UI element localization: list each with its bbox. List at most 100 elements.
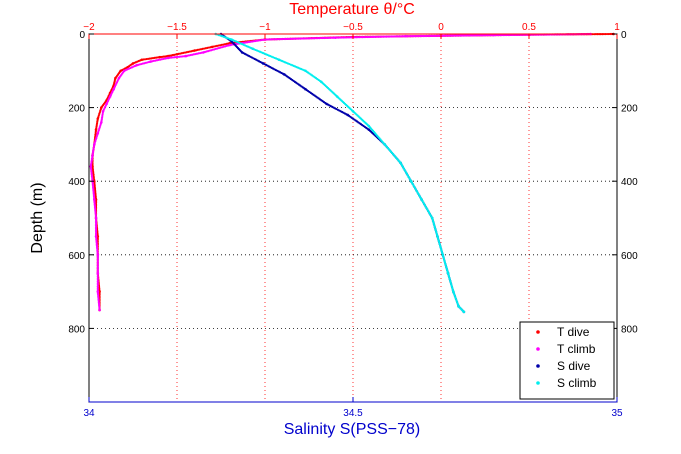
data-point bbox=[350, 36, 353, 39]
data-point bbox=[454, 34, 457, 37]
data-point bbox=[339, 36, 342, 39]
data-point bbox=[303, 37, 307, 40]
data-point bbox=[444, 34, 447, 37]
data-point bbox=[393, 35, 396, 38]
y-tick-label-left: 0 bbox=[79, 30, 85, 41]
y-tick-label-left: 400 bbox=[68, 177, 85, 188]
y-axis-title: Depth (m) bbox=[29, 182, 46, 253]
data-point bbox=[94, 224, 98, 227]
data-point bbox=[487, 34, 491, 37]
data-point bbox=[295, 37, 299, 40]
data-point bbox=[343, 36, 347, 39]
data-point bbox=[292, 37, 295, 40]
y-tick-label-right: 800 bbox=[621, 324, 638, 335]
data-point bbox=[484, 34, 487, 37]
data-point bbox=[283, 37, 286, 41]
data-point bbox=[417, 34, 420, 38]
data-point bbox=[459, 34, 462, 37]
data-point bbox=[94, 223, 98, 226]
data-point bbox=[404, 34, 408, 38]
data-point bbox=[460, 34, 463, 37]
data-point bbox=[170, 56, 173, 59]
data-point bbox=[347, 36, 350, 39]
data-point bbox=[183, 55, 186, 58]
data-point bbox=[407, 35, 411, 38]
data-point bbox=[436, 34, 439, 37]
legend-label: S climb bbox=[557, 376, 597, 390]
data-point bbox=[96, 271, 100, 275]
top-tick-label: 1 bbox=[614, 22, 620, 33]
data-point bbox=[473, 34, 476, 37]
data-point bbox=[447, 34, 451, 37]
legend-box bbox=[519, 321, 615, 400]
data-point bbox=[462, 310, 466, 314]
legend-marker bbox=[536, 347, 540, 351]
data-point bbox=[337, 36, 340, 39]
data-point bbox=[363, 35, 366, 39]
data-point bbox=[471, 34, 475, 37]
data-point bbox=[96, 277, 99, 280]
data-point bbox=[465, 34, 468, 37]
data-point bbox=[483, 34, 486, 37]
y-tick-label-left: 800 bbox=[68, 324, 85, 335]
y-tick-label-right: 200 bbox=[621, 104, 638, 115]
y-tick-label-left: 600 bbox=[68, 251, 85, 262]
data-point bbox=[279, 38, 283, 41]
data-point bbox=[403, 35, 406, 38]
data-point bbox=[425, 34, 428, 38]
data-point bbox=[96, 259, 99, 263]
data-point bbox=[468, 34, 471, 37]
data-point bbox=[334, 36, 337, 39]
bottom-tick-label: 34 bbox=[83, 408, 95, 419]
data-point bbox=[98, 292, 101, 295]
data-point bbox=[271, 38, 275, 41]
data-point bbox=[361, 36, 364, 39]
data-point bbox=[94, 131, 97, 135]
data-point bbox=[479, 34, 483, 37]
data-point bbox=[94, 230, 98, 233]
data-point bbox=[415, 34, 419, 38]
data-point bbox=[371, 35, 374, 39]
data-point bbox=[340, 36, 343, 39]
data-point bbox=[323, 36, 326, 40]
data-point bbox=[92, 175, 95, 178]
data-point bbox=[179, 55, 183, 58]
data-point bbox=[433, 34, 436, 37]
data-point bbox=[409, 35, 412, 38]
data-point bbox=[96, 283, 99, 287]
data-point bbox=[467, 34, 470, 37]
data-point bbox=[297, 37, 300, 40]
data-point bbox=[316, 37, 319, 40]
data-point bbox=[390, 35, 393, 38]
data-point bbox=[94, 229, 98, 232]
data-point bbox=[380, 35, 383, 38]
data-point bbox=[431, 34, 435, 37]
data-point bbox=[96, 285, 99, 288]
data-point bbox=[286, 37, 289, 41]
data-point bbox=[299, 37, 302, 40]
legend-label: T climb bbox=[557, 342, 596, 356]
data-point bbox=[302, 37, 305, 40]
y-tick-label-right: 600 bbox=[621, 251, 638, 262]
data-point bbox=[90, 171, 93, 175]
data-point bbox=[90, 175, 94, 178]
data-point bbox=[175, 55, 178, 59]
data-point bbox=[96, 275, 99, 278]
data-point bbox=[90, 170, 93, 173]
data-point bbox=[176, 55, 179, 59]
data-point bbox=[366, 35, 369, 39]
data-point bbox=[94, 227, 98, 230]
data-point bbox=[96, 258, 99, 261]
legend: T dive T climb S dive S climb bbox=[519, 321, 615, 400]
data-point bbox=[96, 255, 99, 258]
data-point bbox=[307, 37, 310, 40]
data-point bbox=[367, 35, 371, 39]
data-point bbox=[364, 35, 367, 39]
data-point bbox=[318, 36, 321, 40]
data-point bbox=[427, 34, 430, 38]
data-point bbox=[98, 308, 101, 312]
data-point bbox=[96, 278, 99, 281]
data-point bbox=[383, 35, 387, 38]
data-point bbox=[96, 262, 99, 266]
data-point bbox=[385, 35, 388, 38]
